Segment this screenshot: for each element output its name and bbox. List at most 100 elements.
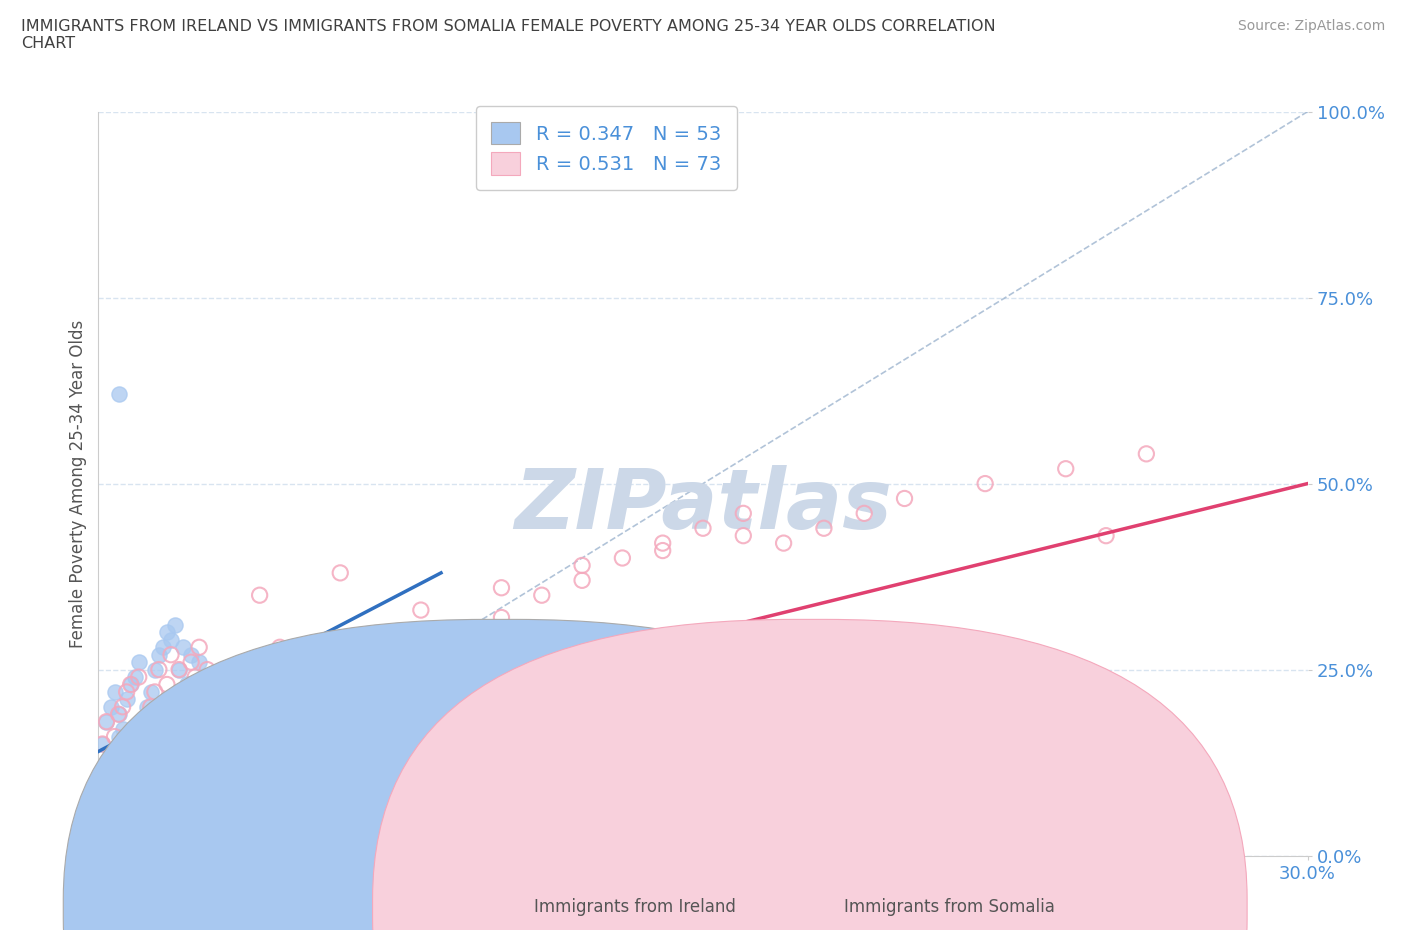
Point	[143, 662, 166, 677]
Point	[329, 818, 352, 833]
Point	[111, 766, 134, 781]
Point	[100, 751, 122, 766]
Point	[288, 699, 311, 714]
Point	[156, 625, 179, 640]
Point	[107, 774, 129, 789]
Point	[107, 729, 129, 744]
Point	[115, 751, 138, 766]
Point	[91, 774, 114, 789]
Point	[96, 796, 118, 811]
Point	[135, 699, 157, 714]
Point	[160, 632, 183, 647]
Point	[184, 670, 207, 684]
Point	[1095, 528, 1118, 543]
Y-axis label: Female Poverty Among 25-34 Year Olds: Female Poverty Among 25-34 Year Olds	[69, 320, 87, 647]
Point	[96, 759, 118, 774]
Point	[193, 677, 215, 692]
Point	[176, 684, 198, 699]
Point	[128, 655, 150, 670]
Point	[195, 662, 218, 677]
Text: Immigrants from Somalia: Immigrants from Somalia	[844, 897, 1054, 916]
Point	[107, 707, 129, 722]
Point	[195, 692, 218, 707]
Point	[96, 714, 118, 729]
Point	[120, 677, 142, 692]
Point	[103, 789, 125, 804]
Point	[228, 759, 250, 774]
Point	[107, 766, 129, 781]
Point	[103, 684, 125, 699]
Point	[100, 796, 122, 811]
Point	[217, 737, 239, 751]
Point	[200, 684, 222, 699]
Point	[329, 662, 352, 677]
Point	[103, 781, 125, 796]
Point	[100, 804, 122, 818]
Point	[163, 618, 186, 632]
Point	[132, 714, 155, 729]
Point	[91, 737, 114, 751]
Point	[103, 729, 125, 744]
Point	[200, 714, 222, 729]
Point	[692, 521, 714, 536]
Point	[491, 610, 513, 625]
Point	[651, 543, 673, 558]
Point	[115, 692, 138, 707]
Text: Immigrants from Ireland: Immigrants from Ireland	[534, 897, 737, 916]
Point	[1054, 461, 1077, 476]
Point	[96, 714, 118, 729]
Point	[100, 751, 122, 766]
Point	[128, 670, 150, 684]
Point	[813, 521, 835, 536]
Point	[329, 565, 352, 580]
Point	[120, 677, 142, 692]
Point	[115, 684, 138, 699]
Point	[491, 580, 513, 595]
Point	[370, 826, 392, 841]
Point	[188, 655, 211, 670]
Point	[409, 640, 432, 655]
Point	[733, 506, 755, 521]
Point	[107, 707, 129, 722]
Point	[96, 774, 118, 789]
Point	[148, 662, 170, 677]
Text: ZIPatlas: ZIPatlas	[515, 465, 891, 547]
Point	[853, 506, 876, 521]
Point	[180, 655, 202, 670]
Point	[132, 729, 155, 744]
Point	[893, 491, 915, 506]
Point	[733, 528, 755, 543]
Point	[176, 677, 198, 692]
Point	[309, 684, 332, 699]
Legend: R = 0.347   N = 53, R = 0.531   N = 73: R = 0.347 N = 53, R = 0.531 N = 73	[475, 106, 737, 191]
Point	[120, 744, 142, 759]
Point	[124, 670, 146, 684]
Point	[152, 640, 174, 655]
Point	[200, 699, 222, 714]
Point	[111, 699, 134, 714]
Point	[156, 677, 179, 692]
Point	[128, 729, 150, 744]
Point	[193, 670, 215, 684]
Point	[651, 536, 673, 551]
Point	[103, 744, 125, 759]
Point	[240, 670, 263, 684]
Text: IMMIGRANTS FROM IRELAND VS IMMIGRANTS FROM SOMALIA FEMALE POVERTY AMONG 25-34 YE: IMMIGRANTS FROM IRELAND VS IMMIGRANTS FR…	[21, 19, 995, 51]
Text: Source: ZipAtlas.com: Source: ZipAtlas.com	[1237, 19, 1385, 33]
Point	[124, 737, 146, 751]
Point	[370, 647, 392, 662]
Point	[217, 677, 239, 692]
Point	[139, 684, 162, 699]
Point	[612, 551, 634, 565]
Point	[249, 588, 271, 603]
Point	[208, 699, 231, 714]
Point	[172, 640, 194, 655]
Point	[349, 677, 371, 692]
Point	[111, 759, 134, 774]
Point	[91, 737, 114, 751]
Point	[409, 603, 432, 618]
Point	[91, 811, 114, 826]
Point	[135, 714, 157, 729]
Point	[100, 699, 122, 714]
Point	[288, 804, 311, 818]
